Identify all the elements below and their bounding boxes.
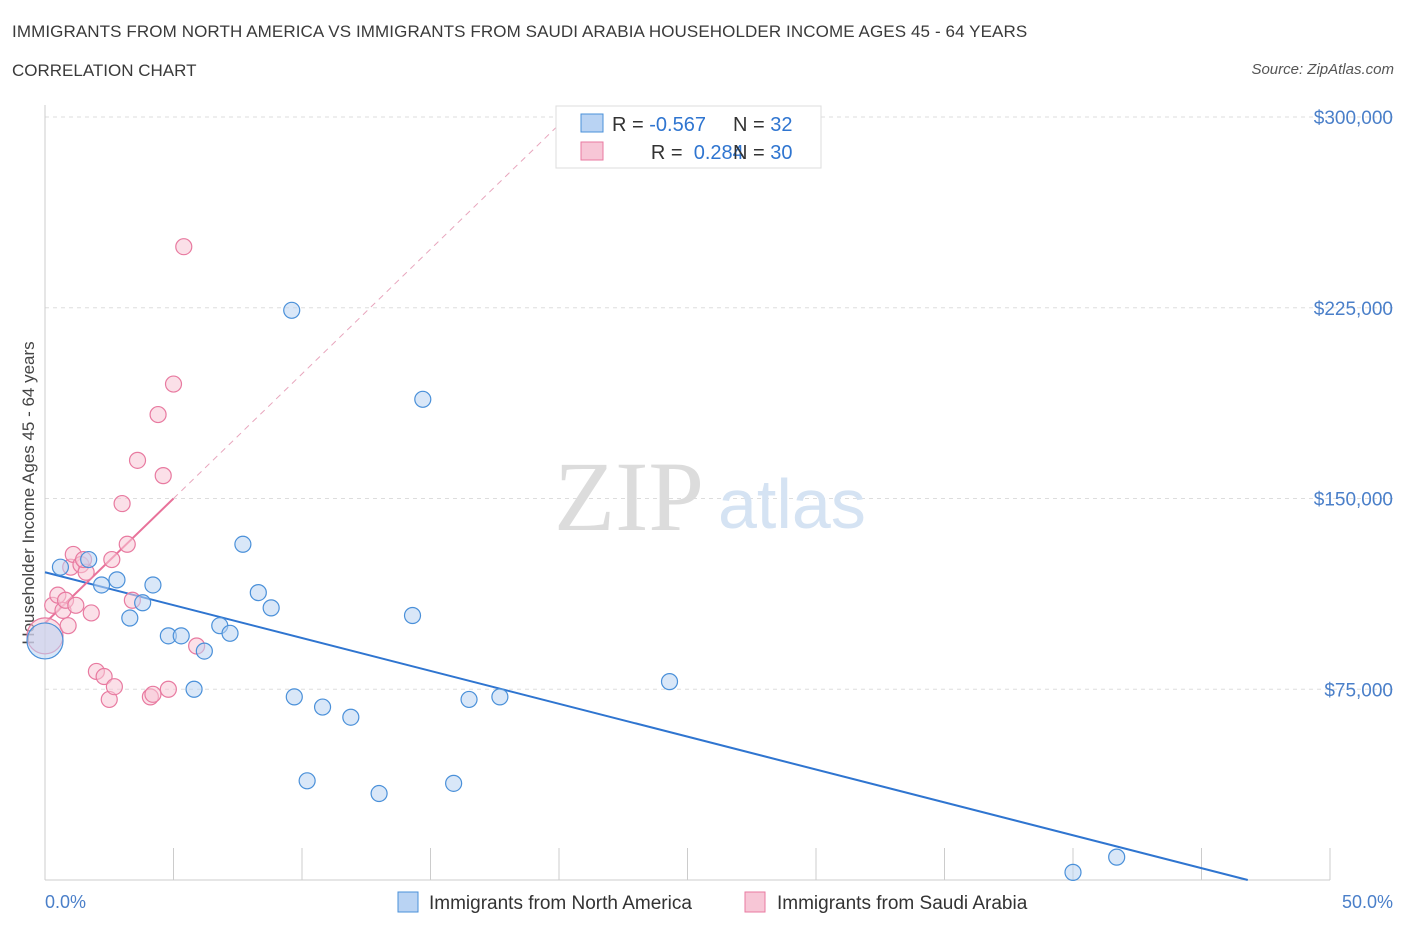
series-legend-label-north-america: Immigrants from North America	[429, 893, 692, 914]
point-saudi-arabia-8	[67, 596, 85, 614]
point-saudi-arabia-18	[118, 535, 136, 553]
point-north-america-2	[80, 550, 98, 569]
trend-line-saudi-arabia-extension	[173, 124, 560, 499]
legend-r-value-2: 0.284	[688, 142, 744, 164]
point-north-america-21	[342, 708, 360, 726]
point-north-america-29	[1108, 848, 1126, 866]
point-saudi-arabia-22	[144, 685, 162, 703]
y-tick-labels: $75,000 $150,000 $225,000 $300,000	[1314, 108, 1393, 701]
point-north-america-0	[26, 622, 64, 660]
correlation-legend: R = -0.567 N = 32 R = 0.284 N = 30	[555, 105, 822, 169]
legend-n-row-1: N = 32	[733, 114, 793, 136]
chart-title: IMMIGRANTS FROM NORTH AMERICA VS IMMIGRA…	[12, 22, 1028, 41]
point-north-america-7	[144, 576, 162, 594]
point-north-america-6	[134, 594, 152, 612]
point-north-america-30	[1064, 863, 1082, 881]
point-north-america-25	[445, 774, 463, 792]
point-north-america-26	[460, 690, 478, 709]
point-saudi-arabia-24	[154, 467, 172, 485]
point-north-america-5	[121, 609, 139, 627]
point-saudi-arabia-17	[113, 494, 131, 513]
legend-n-label-1: N =	[733, 114, 770, 136]
series-legend: Immigrants from North America Immigrants…	[397, 891, 1028, 914]
x-ticks	[44, 848, 1331, 880]
legend-swatch-blue	[580, 113, 604, 133]
point-north-america-4	[108, 571, 126, 589]
point-north-america-27	[491, 688, 509, 706]
point-saudi-arabia-25	[159, 680, 177, 698]
point-north-america-20	[313, 698, 332, 716]
point-saudi-arabia-16	[105, 678, 123, 696]
point-north-america-14	[234, 535, 252, 553]
legend-r-label-2: R =	[651, 142, 688, 164]
point-north-america-19	[298, 772, 316, 790]
legend-row-1: R = -0.567	[612, 114, 706, 136]
series-legend-swatch-saudi-arabia	[744, 891, 766, 913]
legend-r-value-1: -0.567	[649, 114, 706, 136]
y-axis-label: Householder Income Ages 45 - 64 years	[19, 341, 38, 644]
point-north-america-15	[249, 584, 267, 602]
legend-swatch-pink	[580, 141, 604, 161]
y-tick-label-2: $225,000	[1314, 299, 1393, 320]
legend-r-label-1: R =	[612, 114, 649, 136]
point-saudi-arabia-29	[103, 550, 121, 569]
point-saudi-arabia-26	[164, 375, 183, 393]
trend-line-north-america	[44, 571, 1249, 881]
point-saudi-arabia-20	[128, 451, 147, 469]
chart-subtitle: CORRELATION CHART	[12, 61, 197, 80]
point-north-america-18	[285, 688, 303, 706]
point-saudi-arabia-14	[95, 667, 113, 686]
point-saudi-arabia-5	[59, 617, 77, 635]
point-north-america-16	[262, 599, 280, 617]
point-north-america-1	[51, 558, 70, 576]
point-north-america-22	[370, 784, 388, 803]
point-saudi-arabia-27	[175, 238, 193, 256]
point-saudi-arabia-23	[149, 405, 167, 424]
legend-n-row-2: N = 30	[733, 142, 793, 164]
point-saudi-arabia-11	[82, 604, 100, 622]
legend-n-value-1: 32	[770, 114, 792, 136]
point-north-america-9	[172, 627, 190, 645]
point-north-america-11	[195, 642, 213, 660]
gridlines	[45, 116, 1393, 690]
legend-n-value-2: 30	[770, 142, 792, 164]
watermark-atlas: atlas	[718, 465, 866, 543]
point-north-america-3	[92, 576, 111, 594]
point-north-america-24	[414, 390, 432, 408]
x-tick-label-max: 50.0%	[1342, 892, 1393, 912]
point-north-america-17	[283, 301, 301, 319]
y-tick-label-1: $150,000	[1314, 490, 1393, 511]
y-tick-label-3: $300,000	[1314, 108, 1393, 129]
data-points	[26, 238, 1126, 881]
x-tick-label-min: 0.0%	[45, 892, 86, 912]
watermark-zip: ZIP	[554, 441, 704, 552]
point-north-america-23	[403, 606, 422, 625]
legend-row-2: R = 0.284	[612, 142, 772, 164]
y-tick-label-0: $75,000	[1324, 680, 1393, 701]
point-north-america-10	[185, 680, 203, 698]
legend-n-label-2: N =	[733, 142, 770, 164]
series-legend-swatch-north-america	[397, 891, 419, 913]
series-legend-label-saudi-arabia: Immigrants from Saudi Arabia	[777, 893, 1028, 914]
watermark: ZIP atlas	[554, 441, 866, 552]
source-label: Source: ZipAtlas.com	[1251, 61, 1394, 78]
point-north-america-28	[660, 673, 679, 691]
point-north-america-13	[221, 624, 239, 642]
